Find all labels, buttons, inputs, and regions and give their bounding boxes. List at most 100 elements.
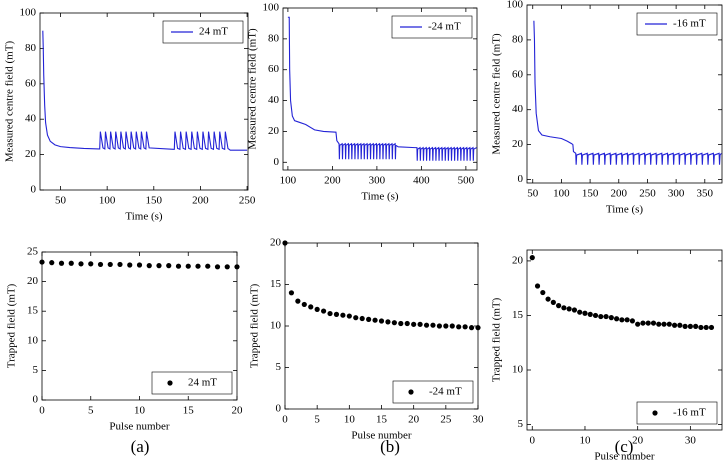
data-point (582, 310, 588, 316)
y-tick-label: 5 (518, 418, 524, 430)
data-line (287, 16, 477, 161)
data-point (456, 324, 462, 330)
x-tick-label: 10 (579, 435, 591, 447)
x-tick-label: 0 (282, 414, 288, 426)
y-tick-label: 20 (512, 138, 524, 150)
data-point (234, 264, 240, 270)
y-tick-label: 5 (276, 361, 282, 373)
legend-box (391, 15, 473, 39)
x-tick-label: 400 (413, 175, 430, 187)
data-point (613, 316, 620, 322)
plot-frame (526, 4, 723, 184)
data-point (353, 315, 359, 321)
panel-label: (a) (131, 437, 150, 456)
y-tick-label: 25 (27, 246, 39, 258)
data-point (346, 313, 352, 319)
data-point (127, 262, 133, 268)
data-point (175, 263, 182, 269)
data-point (635, 321, 641, 327)
data-point (529, 255, 535, 261)
data-point (468, 325, 475, 331)
data-point (693, 323, 699, 329)
data-point (443, 323, 449, 329)
x-tick-label: 100 (280, 175, 297, 187)
x-tick-label: 500 (458, 175, 475, 187)
data-point (703, 324, 709, 331)
data-point (391, 320, 397, 326)
data-point (650, 320, 657, 326)
y-tick-label: 60 (268, 63, 280, 75)
data-point (430, 322, 436, 328)
x-tick-label: 25 (440, 414, 452, 426)
data-point (58, 260, 65, 266)
data-point (687, 323, 693, 329)
y-tick-label: 20 (270, 237, 282, 249)
data-point (598, 313, 604, 320)
data-point (195, 263, 201, 269)
y-tick-label: 100 (20, 7, 37, 19)
data-point (608, 315, 614, 321)
data-point (295, 298, 301, 304)
x-tick-label: 250 (639, 188, 656, 200)
y-tick-label: 80 (268, 32, 280, 44)
x-tick-label: 10 (344, 414, 356, 426)
data-point (340, 312, 346, 318)
x-tick-label: 300 (369, 175, 386, 187)
data-point (661, 321, 667, 327)
x-tick-label: 200 (611, 188, 628, 200)
data-point (301, 301, 307, 308)
data-point (398, 320, 404, 327)
legend-box (636, 12, 718, 36)
legend-box (636, 401, 718, 425)
data-point (640, 320, 646, 326)
plot-frame (526, 249, 723, 431)
x-tick-label: 20 (408, 414, 420, 426)
data-point (78, 261, 84, 267)
y-tick-label: 20 (25, 148, 37, 160)
data-point (136, 262, 143, 268)
data-point (308, 304, 314, 310)
legend-box (162, 20, 244, 44)
y-tick-label: 10 (512, 364, 524, 376)
data-point (321, 308, 327, 314)
data-point (378, 318, 385, 324)
data-point (592, 312, 599, 319)
y-tick-label: 10 (27, 334, 39, 346)
data-point (577, 309, 583, 315)
legend-box (392, 380, 474, 404)
y-tick-label: 60 (512, 68, 524, 80)
data-point (411, 321, 417, 327)
x-axis-label: Pulse number (594, 451, 655, 460)
y-tick-label: 15 (27, 305, 39, 317)
y-tick-label: 5 (33, 364, 39, 376)
x-axis-label: Pulse number (351, 430, 412, 442)
legend-swatch (408, 389, 414, 395)
data-point (214, 264, 221, 270)
y-tick-label: 0 (276, 403, 282, 415)
data-point (68, 260, 74, 266)
data-point (224, 264, 230, 270)
data-point (166, 263, 172, 269)
y-tick-label: 0 (31, 184, 37, 196)
data-point (282, 240, 288, 246)
data-point (534, 283, 541, 289)
x-tick-label: 0 (39, 405, 45, 417)
y-tick-label: 100 (507, 0, 524, 11)
data-point (333, 311, 340, 317)
x-axis-label: Time (s) (361, 191, 399, 203)
y-tick-label: 100 (263, 2, 280, 14)
legend-label: -24 mT (428, 21, 461, 33)
plot-frame (282, 7, 478, 171)
legend-label: -16 mT (673, 407, 706, 419)
x-tick-label: 100 (553, 188, 570, 200)
y-tick-label: 10 (270, 320, 282, 332)
data-point (475, 325, 481, 331)
legend-label: -16 mT (673, 18, 706, 30)
data-point (372, 317, 378, 323)
data-point (619, 317, 625, 323)
data-point (185, 263, 191, 269)
data-point (462, 324, 468, 330)
legend-swatch (167, 380, 173, 386)
legend-swatch (652, 410, 658, 416)
x-tick-label: 5 (314, 414, 320, 426)
